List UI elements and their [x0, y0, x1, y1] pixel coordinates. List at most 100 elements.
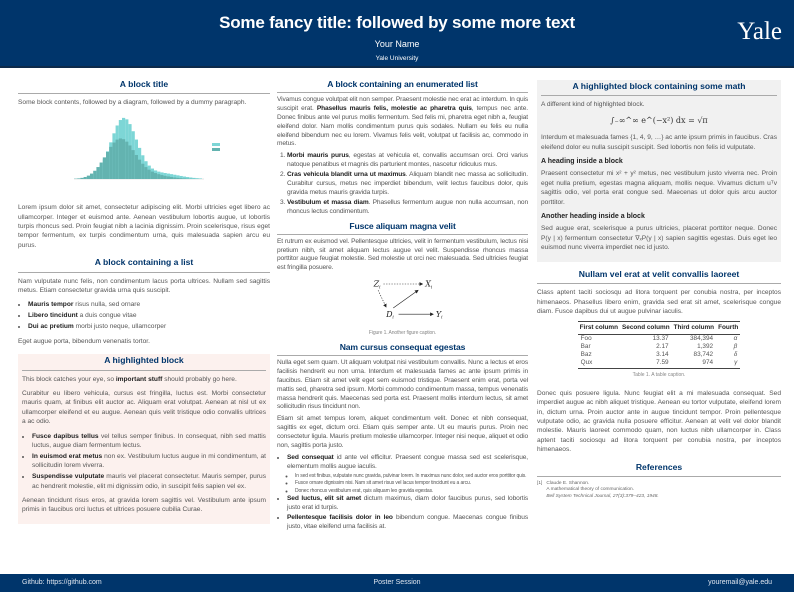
block-heading: A highlighted block [22, 355, 266, 371]
histogram-image [74, 117, 220, 180]
histogram-bar [170, 173, 174, 179]
column-header: Third column [671, 321, 717, 336]
equation: ∫₋∞^∞ e^(−x²) dx = √π [610, 115, 708, 125]
histogram-bar [109, 146, 113, 179]
histogram-bar [179, 175, 183, 179]
histogram-bar [106, 151, 110, 179]
histogram-bar [173, 177, 177, 179]
legend-swatch [212, 147, 220, 151]
sub-heading: Another heading inside a block [541, 213, 645, 221]
paragraph: Nulla eget sem quam. Ut aliquam volutpat… [277, 358, 528, 411]
histogram-bar [77, 178, 81, 179]
list-item: In euismod erat metus non ex. Vestibulum… [32, 452, 266, 471]
histogram-bar [198, 178, 202, 179]
block-intro: Some block contents, followed by a diagr… [18, 99, 247, 107]
histogram-bar [144, 166, 148, 179]
histogram-bar [166, 173, 170, 179]
block-nam-cursus: Nam cursus consequat egestas Nulla eget … [277, 343, 528, 532]
table-cell: Baz [580, 351, 592, 359]
block-table: Nullam vel erat at velit convallis laore… [537, 269, 781, 455]
list-item: Libero tincidunt a duis congue vitae [28, 311, 270, 320]
sub-heading: A heading inside a block [541, 158, 623, 166]
block-heading: A block title [18, 79, 270, 95]
paragraph: Et rutrum ex euismod vel. Pellentesque u… [277, 237, 528, 272]
highlighted-block: A highlighted block This block catches y… [18, 354, 270, 524]
block-heading: A highlighted block containing some math [541, 81, 777, 97]
histogram-bar [141, 163, 145, 179]
histogram-bar [90, 173, 94, 179]
table-cell: β [733, 343, 738, 351]
histogram-figure [18, 113, 270, 198]
author-name: Your Name [374, 39, 420, 49]
histogram-bar [96, 166, 100, 179]
block-heading: Nam cursus consequat egestas [277, 343, 528, 356]
histogram-bar [195, 178, 199, 179]
sub-list-item: In sed est finibus, vulputate nunc gravi… [295, 473, 528, 479]
table-row: Foo 13.37 384,394 α [578, 335, 741, 344]
histogram-bar [134, 154, 138, 179]
arrow-d-x [392, 290, 419, 309]
node-y: Yi [435, 310, 442, 321]
column-3: A highlighted block containing some math… [537, 80, 781, 508]
table-row: Baz 3.14 83,742 δ [578, 351, 741, 359]
column-2: A block containing an enumerated list Vi… [277, 80, 528, 537]
table-cell: 3.14 [656, 351, 669, 359]
column-header: First column [577, 321, 621, 336]
paragraph: Curabitur eu libero vehicula, cursus est… [22, 389, 266, 426]
poster-title: Some fancy title: followed by some more … [219, 13, 575, 32]
causal-diagram: Zi Xi Di Yi [277, 276, 528, 328]
paragraph: Etiam sit amet tempus lorem, aliquet con… [277, 415, 528, 450]
paragraph: Aenean tincidunt risus eros, at gravida … [22, 496, 266, 514]
block-heading: Nullam vel erat at velit convallis laore… [537, 269, 781, 285]
session-label: Poster Session [373, 579, 421, 586]
paragraph: Lorem ipsum dolor sit amet, consectetur … [18, 204, 270, 249]
yale-logo: Yale [737, 18, 782, 45]
table-cell: γ [716, 359, 741, 370]
table-cell: 7.59 [620, 359, 672, 370]
histogram-bar [147, 169, 151, 179]
histogram-bar [83, 176, 87, 179]
histogram-bar [80, 177, 84, 179]
table-cell: δ [733, 351, 738, 359]
column-1: A block title Some block contents, follo… [18, 79, 270, 532]
reference-item: [1] Claude E. Shannon. A mathematical th… [537, 480, 659, 499]
figure-caption: Figure 1. Another figure caption. [368, 330, 437, 337]
data-table: First column Second column Third column … [577, 321, 741, 370]
histogram-bar [182, 178, 186, 179]
histogram-bar [112, 142, 116, 179]
histogram-bar [86, 175, 90, 179]
paragraph: Sed augue erat, scelerisque a purus ultr… [541, 225, 777, 252]
block-heading: Fusce aliquam magna velit [277, 221, 528, 235]
poster-header: Some fancy title: followed by some more … [0, 0, 794, 68]
histogram-bar [189, 177, 193, 179]
node-x: Xi [424, 280, 433, 291]
block-fusce: Fusce aliquam magna velit Et rutrum ex e… [277, 221, 528, 338]
block-list: A block containing a list Nam vulputate … [18, 257, 270, 346]
histogram-bar [160, 174, 164, 179]
column-header: Second column [620, 321, 672, 336]
paragraph: Eget augue porta, bibendum venenatis tor… [18, 337, 150, 345]
histogram-bar [102, 157, 106, 179]
block-heading: A block containing a list [18, 257, 270, 273]
table-cell: 384,394 [689, 335, 714, 343]
histogram-bar [125, 141, 129, 179]
list-item: Mauris tempor risus nulla, sed ornare [28, 300, 270, 309]
paragraph: Donec quis posuere ligula. Nunc feugiat … [537, 389, 781, 454]
paragraph: This block catches your eye, so importan… [22, 375, 237, 383]
paragraph: Praesent consectetur mi x² + y² metus, n… [541, 170, 777, 206]
numbered-list: Morbi mauris purus, egestas at vehicula … [287, 152, 528, 216]
node-d: Di [385, 310, 394, 321]
histogram-bar [173, 174, 177, 179]
histogram-bar [166, 176, 170, 179]
bullet-list: Mauris tempor risus nulla, sed ornare Li… [28, 300, 270, 331]
table-cell: 974 [671, 359, 717, 370]
poster-footer: Github: https://github.com Poster Sessio… [0, 574, 794, 592]
table-cell: α [733, 335, 738, 343]
github-link[interactable]: Github: https://github.com [22, 579, 102, 586]
histogram-bar [176, 177, 180, 179]
legend-swatch [212, 142, 220, 146]
block-heading: A block containing an enumerated list [277, 80, 528, 93]
list-item: Morbi mauris purus, egestas at vehicula … [287, 152, 528, 170]
email-link[interactable]: youremail@yale.edu [708, 579, 772, 586]
references-block: References [1] Claude E. Shannon. A math… [537, 462, 781, 501]
